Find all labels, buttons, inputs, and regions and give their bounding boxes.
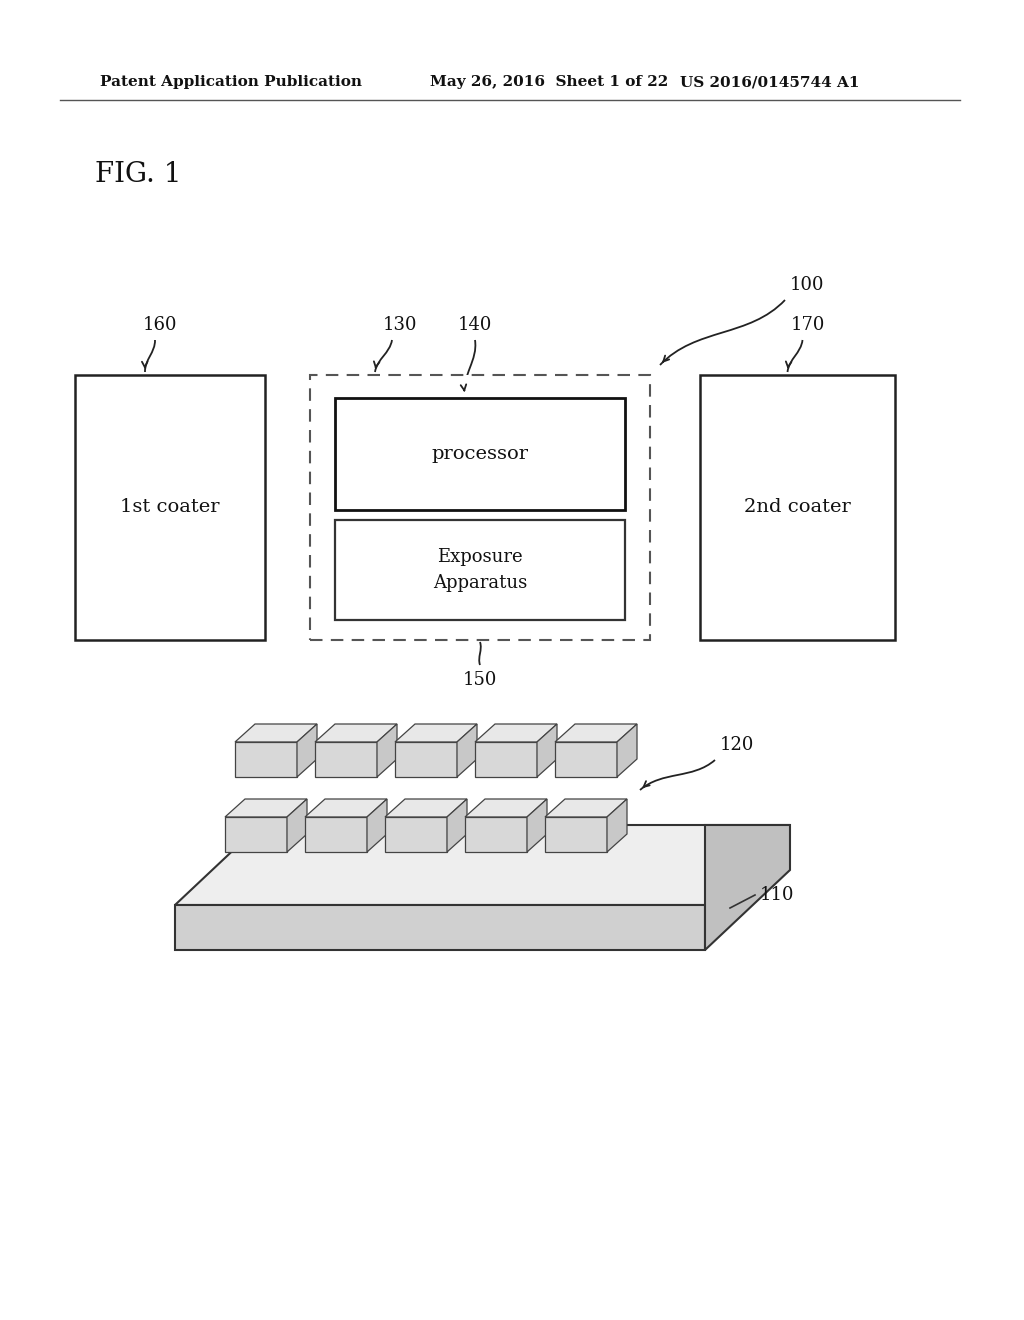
Polygon shape [545, 817, 607, 851]
Text: Patent Application Publication: Patent Application Publication [100, 75, 362, 88]
Text: US 2016/0145744 A1: US 2016/0145744 A1 [680, 75, 859, 88]
Polygon shape [617, 723, 637, 777]
Polygon shape [537, 723, 557, 777]
Polygon shape [367, 799, 387, 851]
Polygon shape [545, 799, 627, 817]
Polygon shape [385, 799, 467, 817]
Polygon shape [475, 723, 557, 742]
Text: 100: 100 [790, 276, 824, 294]
Polygon shape [297, 723, 317, 777]
Text: 140: 140 [458, 315, 493, 334]
Text: 1st coater: 1st coater [120, 499, 220, 516]
Text: 120: 120 [720, 737, 755, 754]
Polygon shape [377, 723, 397, 777]
Polygon shape [607, 799, 627, 851]
Polygon shape [465, 799, 547, 817]
Polygon shape [315, 723, 397, 742]
Polygon shape [315, 742, 377, 777]
Text: 130: 130 [383, 315, 417, 334]
Text: 150: 150 [463, 671, 498, 689]
Polygon shape [555, 723, 637, 742]
Text: May 26, 2016  Sheet 1 of 22: May 26, 2016 Sheet 1 of 22 [430, 75, 669, 88]
Bar [335, 399, 625, 510]
Polygon shape [447, 799, 467, 851]
Polygon shape [305, 799, 387, 817]
Text: processor: processor [431, 445, 528, 463]
Polygon shape [225, 799, 307, 817]
Text: 170: 170 [791, 315, 824, 334]
Polygon shape [555, 742, 617, 777]
Polygon shape [287, 799, 307, 851]
Polygon shape [527, 799, 547, 851]
Polygon shape [705, 825, 790, 950]
Polygon shape [475, 742, 537, 777]
Bar [310, 375, 650, 640]
Text: Exposure
Apparatus: Exposure Apparatus [433, 549, 527, 591]
Polygon shape [234, 742, 297, 777]
Polygon shape [395, 742, 457, 777]
Polygon shape [234, 723, 317, 742]
Text: FIG. 1: FIG. 1 [95, 161, 181, 189]
Polygon shape [305, 817, 367, 851]
Polygon shape [465, 817, 527, 851]
Polygon shape [225, 817, 287, 851]
Polygon shape [175, 825, 790, 906]
Bar [75, 375, 265, 640]
Bar [335, 520, 625, 620]
Polygon shape [457, 723, 477, 777]
Text: 110: 110 [760, 886, 795, 904]
Text: 160: 160 [142, 315, 177, 334]
Polygon shape [175, 906, 705, 950]
Bar [700, 375, 895, 640]
Polygon shape [385, 817, 447, 851]
Text: 2nd coater: 2nd coater [744, 499, 851, 516]
Polygon shape [395, 723, 477, 742]
